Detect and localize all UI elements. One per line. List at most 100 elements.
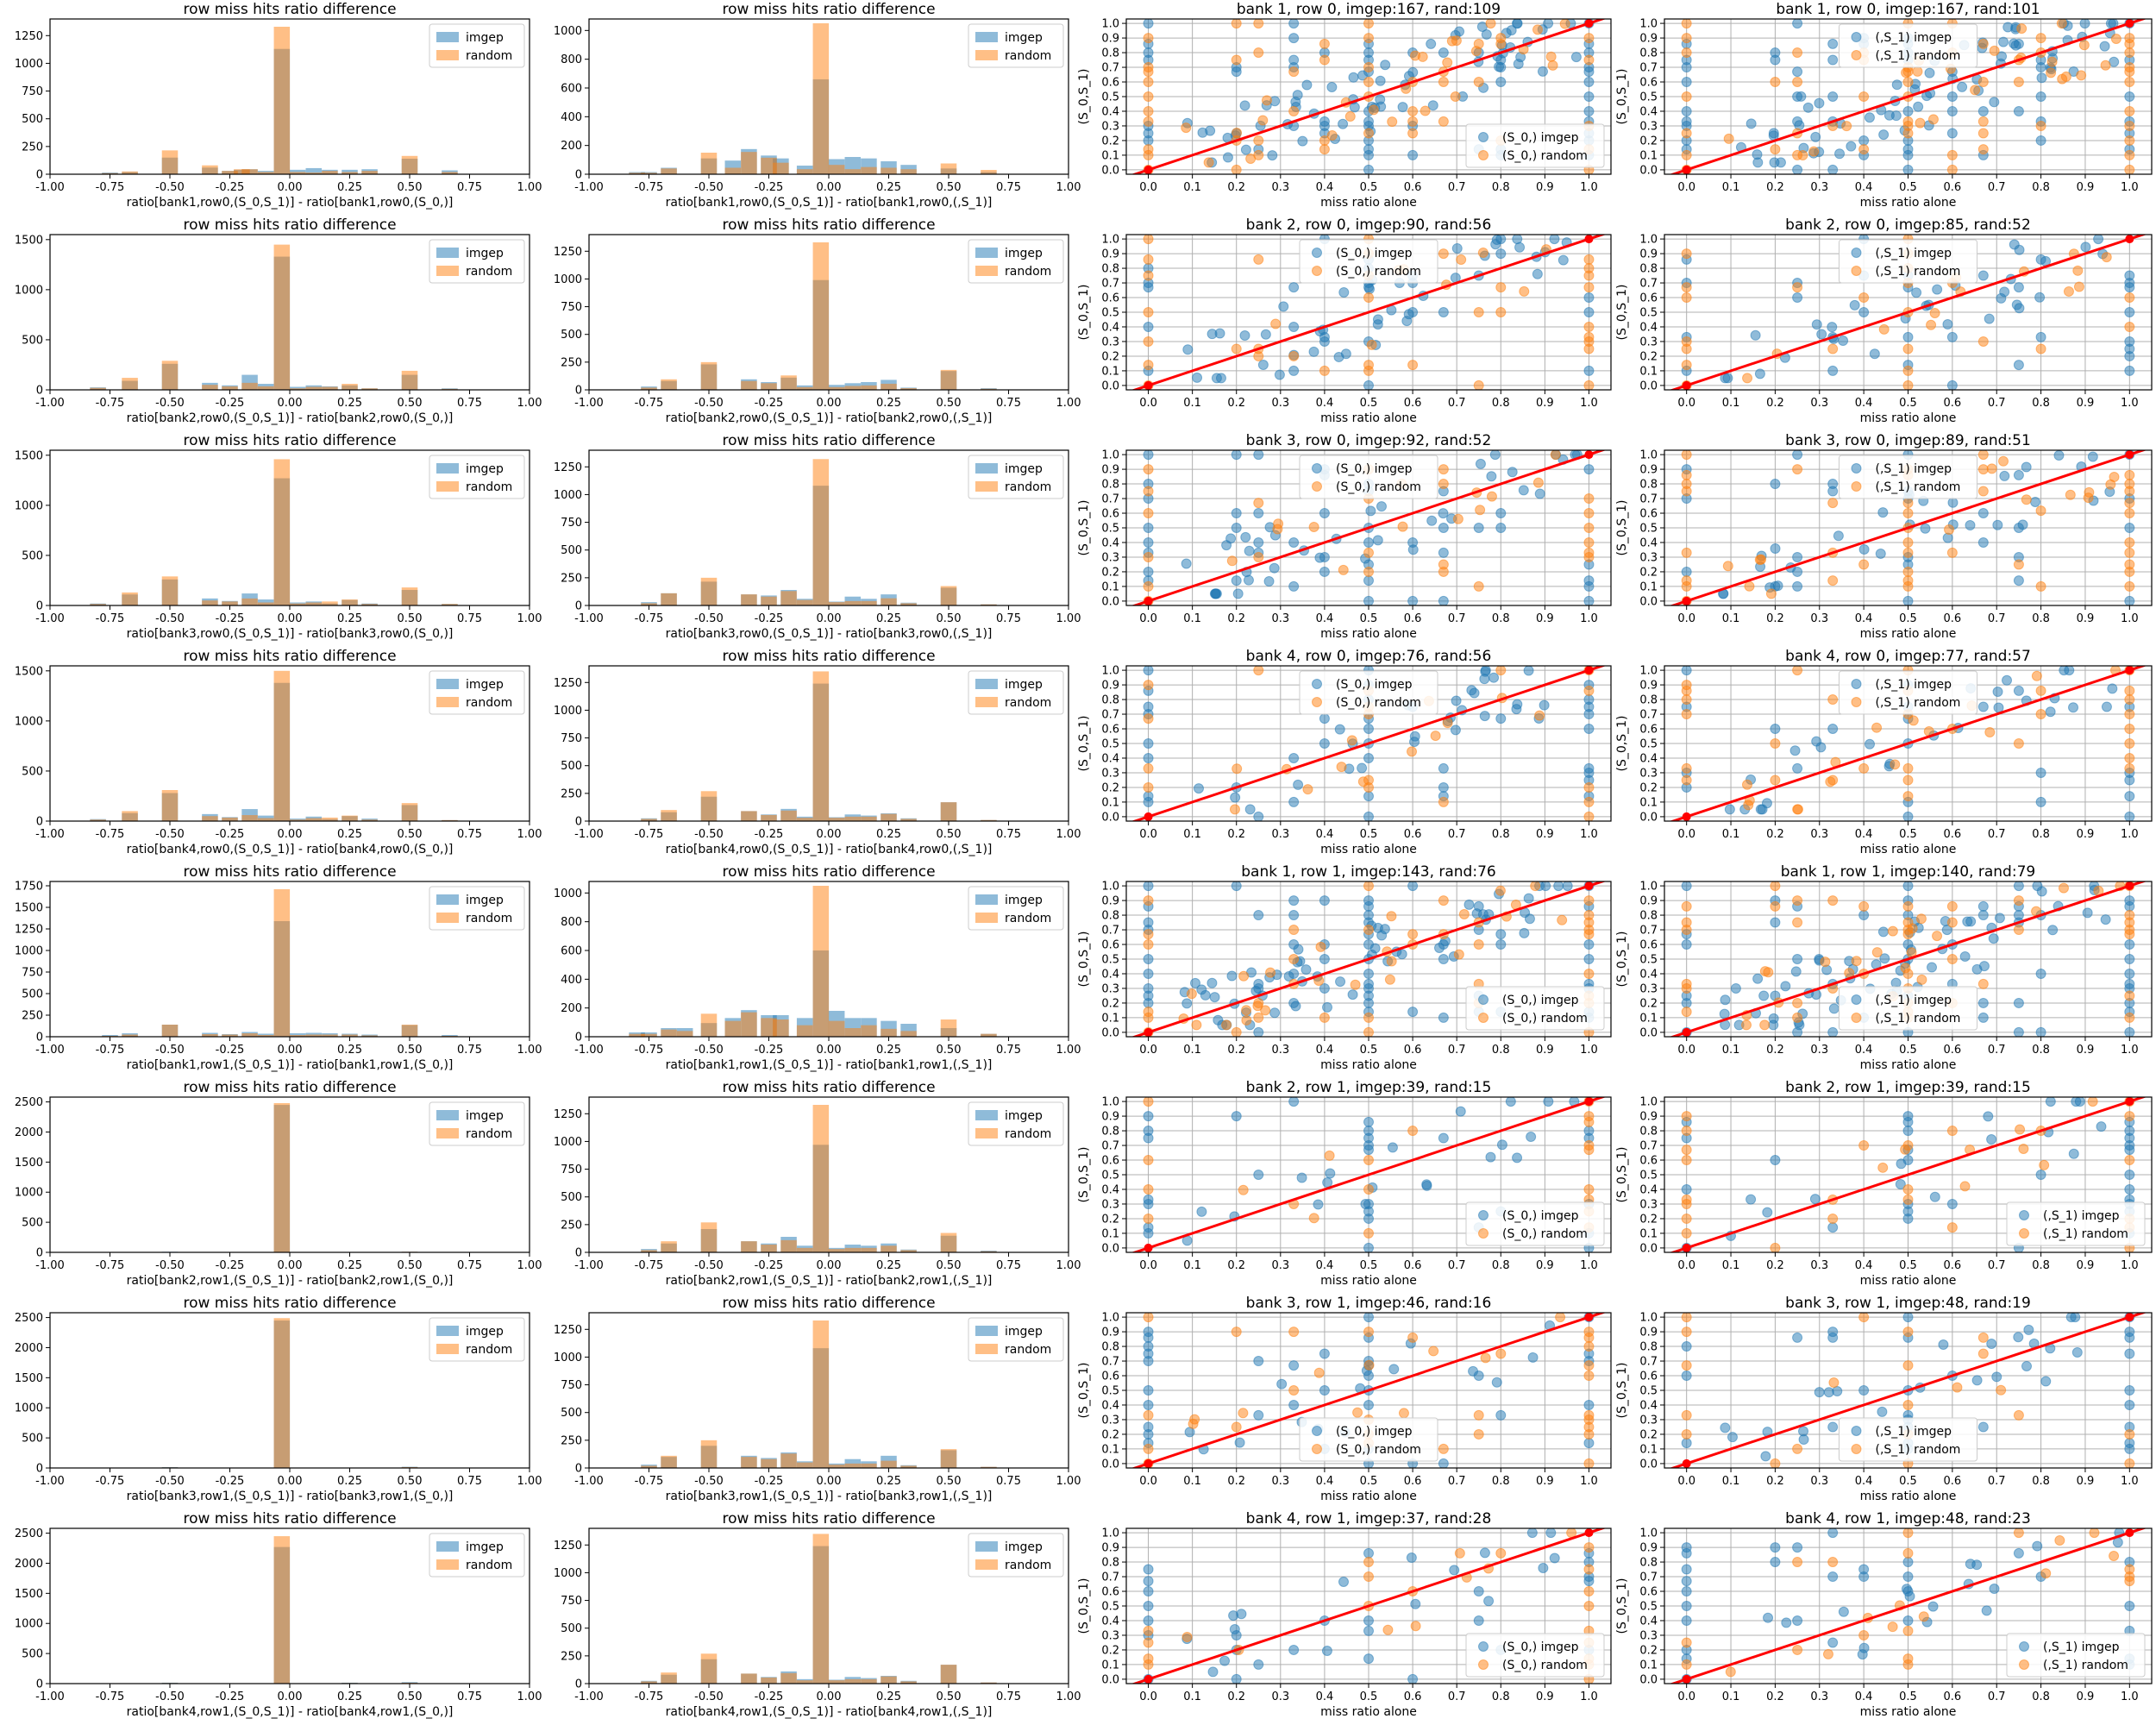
point-imgep bbox=[2068, 702, 2079, 713]
subplot-title: row miss hits ratio difference bbox=[722, 1, 935, 18]
point-random bbox=[1583, 54, 1595, 66]
legend-marker bbox=[1851, 463, 1862, 474]
bar-random bbox=[844, 1678, 862, 1684]
point-random bbox=[1915, 117, 1926, 129]
point-random bbox=[1495, 307, 1507, 317]
point-random bbox=[2063, 285, 2074, 297]
point-imgep bbox=[2124, 365, 2135, 376]
point-imgep bbox=[1977, 105, 1989, 116]
point-imgep bbox=[1681, 1371, 1692, 1382]
y-tick-label: 0.2 bbox=[1101, 781, 1119, 794]
point-random bbox=[1231, 19, 1242, 29]
subplot-6-1: -1.00 -0.75 -0.50 -0.25 0.00 0.25 0.50 0.75 1.00… bbox=[15, 1079, 542, 1288]
y-tick-label: 0.0 bbox=[1639, 1673, 1658, 1686]
point-imgep bbox=[2035, 91, 2046, 102]
bar-random bbox=[881, 1028, 897, 1037]
x-tick-label: 0.50 bbox=[398, 397, 423, 410]
point-imgep bbox=[1938, 1339, 1949, 1351]
legend-label: random bbox=[466, 265, 512, 279]
point-random bbox=[1902, 791, 1914, 802]
point-imgep bbox=[2021, 461, 2032, 473]
point-random bbox=[1452, 513, 1463, 524]
legend-marker bbox=[1478, 1641, 1489, 1652]
legend-swatch bbox=[975, 1110, 998, 1120]
x-tick-label: 0.6 bbox=[1944, 181, 1962, 194]
point-random bbox=[1257, 115, 1269, 126]
point-random bbox=[1792, 1443, 1803, 1454]
point-random bbox=[1858, 91, 1870, 102]
point-random bbox=[1231, 1026, 1242, 1037]
point-imgep bbox=[1363, 1653, 1374, 1665]
point-imgep bbox=[1143, 1564, 1154, 1575]
legend-label: (S_0,) imgep bbox=[1502, 131, 1579, 145]
y-tick-label: 0.1 bbox=[1101, 1443, 1119, 1456]
subplot-title: row miss hits ratio difference bbox=[183, 1, 396, 18]
subplot-title: row miss hits ratio difference bbox=[722, 432, 935, 449]
subplot-6-4: 0.0 0.1 0.2 0.3 0.4 0.5 0.6 0.7 0.8 0.9 1.00.00.10… bbox=[1615, 1079, 2153, 1288]
y-tick-label: 500 bbox=[22, 1217, 43, 1230]
x-tick-label: -0.25 bbox=[755, 1690, 784, 1703]
x-tick-label: 0.50 bbox=[937, 397, 962, 410]
y-tick-label: 0.5 bbox=[1639, 1601, 1658, 1614]
x-tick-label: 0.1 bbox=[1722, 612, 1740, 625]
point-random bbox=[1984, 726, 1996, 737]
point-random bbox=[1681, 292, 1692, 304]
point-imgep bbox=[1143, 1601, 1154, 1611]
point-imgep bbox=[1827, 1327, 1839, 1338]
point-random bbox=[1363, 292, 1374, 304]
subplot-3-3: 0.0 0.1 0.2 0.3 0.4 0.5 0.6 0.7 0.8 0.9 1.00.00.10… bbox=[1077, 432, 1612, 641]
y-tick-label: 0.2 bbox=[1639, 350, 1658, 363]
x-tick-label: 0.9 bbox=[2077, 1475, 2095, 1488]
y-tick-label: 500 bbox=[22, 1433, 43, 1446]
point-random bbox=[1770, 881, 1781, 892]
point-imgep bbox=[1809, 1194, 1821, 1205]
y-tick-label: 800 bbox=[561, 53, 582, 66]
point-imgep bbox=[2013, 1332, 2024, 1343]
diagonal-point bbox=[1144, 1458, 1153, 1468]
point-random bbox=[1902, 1625, 1914, 1636]
point-imgep bbox=[1143, 19, 1154, 29]
y-tick-label: 1500 bbox=[15, 665, 43, 678]
diagonal-point bbox=[2125, 1313, 2134, 1322]
point-random bbox=[1555, 1313, 1566, 1323]
diagonal-point bbox=[1682, 1674, 1691, 1684]
point-imgep bbox=[1583, 307, 1595, 317]
point-random bbox=[1797, 150, 1808, 161]
point-random bbox=[1977, 144, 1989, 155]
bar-random bbox=[796, 1462, 813, 1468]
point-imgep bbox=[1438, 954, 1449, 964]
bar-random bbox=[222, 817, 238, 821]
point-imgep bbox=[1583, 575, 1595, 586]
bar-imgep bbox=[305, 167, 323, 174]
x-tick-label: 0.5 bbox=[1899, 828, 1917, 841]
point-random bbox=[1143, 1313, 1154, 1323]
x-tick-label: 0.4 bbox=[1316, 1259, 1334, 1272]
point-imgep bbox=[1902, 811, 1914, 821]
bar-random bbox=[741, 1457, 757, 1468]
x-tick-label: 0.3 bbox=[1810, 181, 1828, 194]
point-imgep bbox=[2035, 968, 2046, 979]
y-tick-label: 1000 bbox=[15, 499, 43, 512]
legend-label: random bbox=[466, 1343, 512, 1357]
point-imgep bbox=[1479, 1547, 1490, 1559]
legend-label: (S_0,) imgep bbox=[1336, 462, 1413, 476]
point-random bbox=[1363, 1327, 1374, 1338]
y-tick-label: 0.1 bbox=[1639, 149, 1658, 162]
point-imgep bbox=[1288, 895, 1300, 906]
point-imgep bbox=[2032, 881, 2043, 892]
point-imgep bbox=[1763, 1612, 1774, 1623]
point-imgep bbox=[2071, 1347, 2083, 1358]
y-axis-label: (S_0,S_1) bbox=[1077, 716, 1091, 772]
point-imgep bbox=[1196, 1206, 1207, 1217]
point-random bbox=[1827, 895, 1839, 906]
x-tick-label: 0.2 bbox=[1227, 397, 1245, 410]
bar-random bbox=[741, 1673, 757, 1684]
point-imgep bbox=[1301, 79, 1313, 91]
point-random bbox=[1363, 1026, 1374, 1037]
x-tick-label: 0.0 bbox=[1677, 1044, 1695, 1057]
point-random bbox=[1902, 365, 1914, 376]
point-random bbox=[1681, 469, 1692, 480]
point-random bbox=[1143, 762, 1154, 774]
x-tick-label: 1.00 bbox=[517, 828, 542, 841]
y-tick-label: 2500 bbox=[15, 1527, 43, 1540]
